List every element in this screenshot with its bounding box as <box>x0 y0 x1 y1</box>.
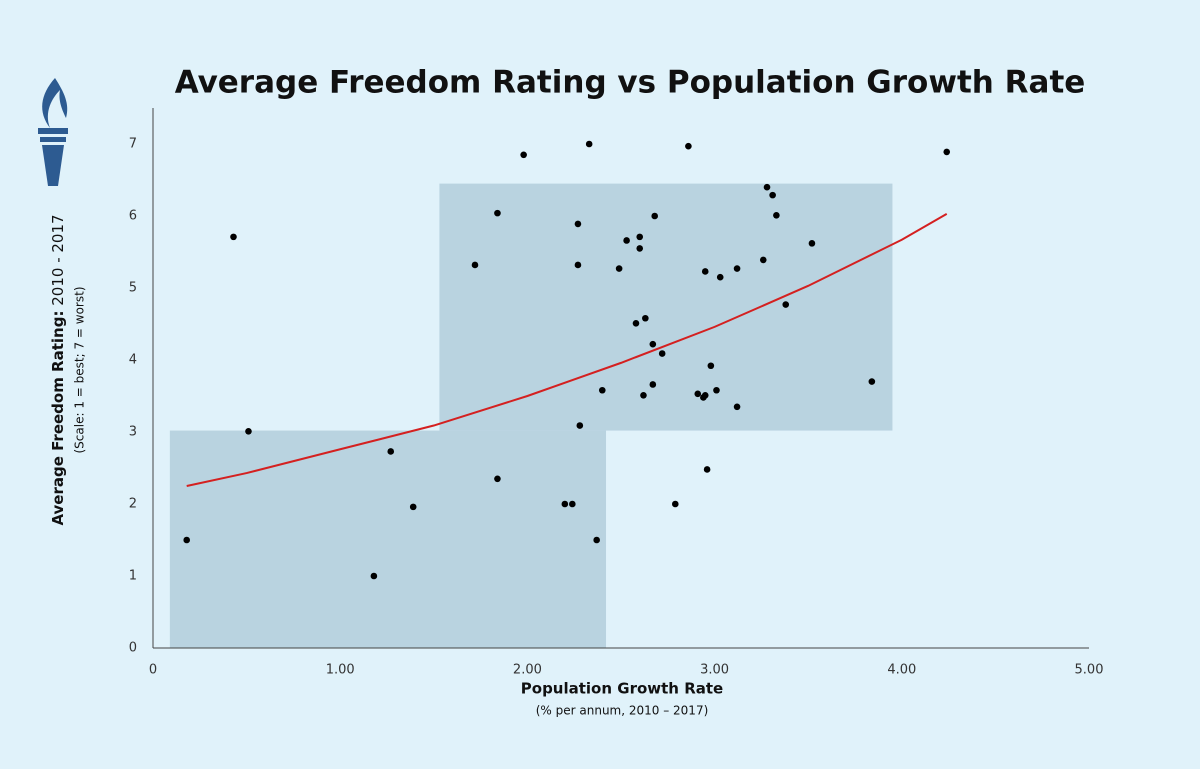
y-tick-label: 3 <box>129 425 137 440</box>
point <box>183 536 190 544</box>
point <box>574 220 582 228</box>
point <box>636 245 644 252</box>
y-tick-label: 5 <box>129 281 137 296</box>
y-axis-label-main: Average Freedom Rating: <box>49 311 67 526</box>
point <box>561 500 569 508</box>
point <box>649 381 657 388</box>
point <box>649 340 657 348</box>
y-tick-label: 0 <box>129 641 137 656</box>
trend-line <box>186 212 948 487</box>
point <box>759 256 767 264</box>
point <box>703 466 711 473</box>
point <box>574 261 582 269</box>
point <box>943 148 951 156</box>
point <box>701 391 709 399</box>
point <box>868 378 876 385</box>
point <box>658 350 666 357</box>
region <box>439 183 893 431</box>
y-tick-label: 1 <box>129 569 137 584</box>
x-tick-label: 4.00 <box>887 663 916 678</box>
plot-area: 0 1 2 3 4 5 6 7 0 1.00 2.00 3.00 4.00 5.00 <box>129 108 1104 678</box>
point <box>713 386 720 394</box>
x-tick-label: 2.00 <box>513 663 542 678</box>
point <box>642 314 649 322</box>
point <box>245 427 252 435</box>
point <box>409 503 417 511</box>
point <box>701 268 709 275</box>
point <box>598 386 606 394</box>
point <box>651 212 658 220</box>
point <box>716 273 724 281</box>
point <box>685 142 692 150</box>
point <box>387 448 395 455</box>
point <box>615 265 623 272</box>
point <box>632 319 640 327</box>
point <box>733 403 741 411</box>
y-tick-label: 7 <box>129 137 137 152</box>
point <box>773 211 780 219</box>
point <box>230 233 237 241</box>
logo <box>38 78 68 186</box>
y-axis-note: (Scale: 1 = best; 7 = worst) <box>73 286 87 453</box>
point <box>763 183 771 191</box>
point <box>636 233 644 241</box>
point <box>593 536 600 544</box>
point <box>569 500 576 508</box>
point <box>370 572 378 580</box>
point <box>576 422 584 429</box>
point <box>694 390 702 398</box>
point <box>769 191 776 199</box>
x-tick-label: 1.00 <box>326 663 355 678</box>
x-tick-label: 3.00 <box>700 663 729 678</box>
point <box>640 391 647 399</box>
point <box>671 500 679 508</box>
y-axis-label: Average Freedom Rating: 2010 - 2017 <box>49 214 67 525</box>
point <box>585 140 593 148</box>
point <box>623 237 630 244</box>
point <box>782 301 790 308</box>
y-axis-label-years: 2010 - 2017 <box>49 214 67 305</box>
point <box>808 240 816 247</box>
region <box>169 430 607 648</box>
y-tick-label: 4 <box>129 353 137 368</box>
point <box>733 265 741 272</box>
point <box>471 261 479 269</box>
point <box>520 151 527 159</box>
point <box>494 475 501 483</box>
x-tick-label: 5.00 <box>1075 663 1104 678</box>
x-axis-note: (% per annum, 2010 – 2017) <box>536 704 709 718</box>
x-tick-label: 0 <box>149 663 157 678</box>
x-axis-label: Population Growth Rate <box>521 680 723 698</box>
point <box>707 362 715 370</box>
chart-title: Average Freedom Rating vs Population Gro… <box>175 65 1086 101</box>
y-tick-label: 2 <box>129 497 137 512</box>
point <box>494 209 501 217</box>
y-tick-label: 6 <box>129 209 137 224</box>
